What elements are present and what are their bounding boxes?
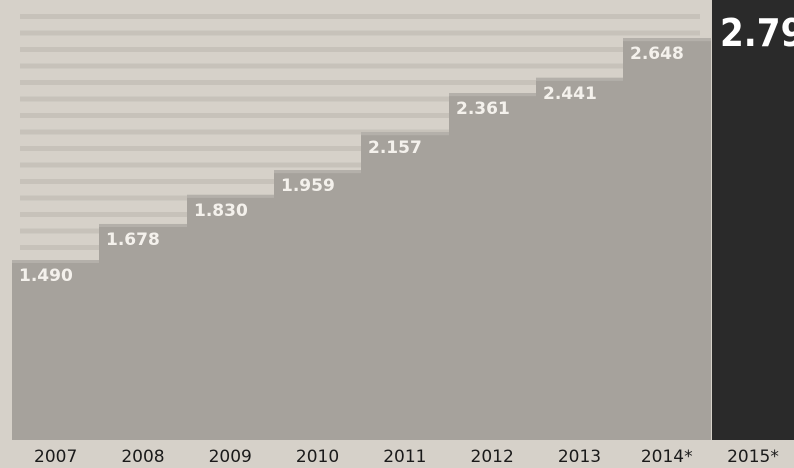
- value-label-2011: 2.157: [368, 138, 422, 158]
- value-labels-group: 1.490 1.678 1.830 1.959 2.157 2.361 2.441 2.648…: [19, 11, 794, 286]
- bar-2007: [12, 260, 100, 440]
- x-tick-2012: 2012: [471, 447, 514, 467]
- bar-top-edge: [99, 223, 188, 227]
- background-text-line: [20, 80, 700, 85]
- bar-top-edge: [12, 260, 100, 263]
- background-text-line: [20, 30, 700, 36]
- x-tick-2013: 2013: [558, 447, 601, 467]
- value-label-2008: 1.678: [106, 230, 160, 250]
- x-tick-2014: 2014*: [641, 447, 693, 467]
- x-axis-ticks-group: 2007 2008 2009 2010 2011 2012 2013 2014* 2015*: [34, 447, 779, 467]
- bar-2014: [623, 38, 711, 440]
- bar-2008: [99, 223, 188, 440]
- bar-2009: [187, 194, 275, 440]
- bar-top-edge: [449, 93, 537, 97]
- x-tick-2011: 2011: [383, 447, 426, 467]
- bar-2012: [449, 93, 537, 441]
- value-label-2007: 1.490: [19, 266, 73, 286]
- background-text-line: [20, 162, 700, 168]
- bar-top-edge: [536, 77, 624, 81]
- background-text-line: [20, 63, 700, 69]
- value-label-2013: 2.441: [543, 84, 597, 104]
- x-tick-2008: 2008: [121, 447, 164, 467]
- bar-2015: [712, 0, 794, 440]
- bar-2011: [361, 132, 450, 440]
- background-text-line: [20, 96, 700, 102]
- bars-group: [12, 0, 794, 441]
- value-label-2009: 1.830: [194, 201, 248, 221]
- background-text-line: [20, 113, 700, 118]
- background-text-line: [20, 14, 700, 19]
- x-tick-2009: 2009: [209, 447, 252, 467]
- bar-2010: [274, 170, 362, 440]
- value-label-2015: 2.795: [720, 11, 794, 55]
- x-tick-2010: 2010: [296, 447, 339, 467]
- x-tick-2007: 2007: [34, 447, 77, 467]
- bar-top-edge: [274, 170, 362, 174]
- bar-top-edge: [187, 194, 275, 198]
- background-text-line: [20, 47, 700, 52]
- value-label-2012: 2.361: [456, 99, 510, 119]
- background-text-line: [20, 146, 700, 151]
- bar-top-edge: [623, 38, 711, 42]
- bar-top-edge: [361, 132, 450, 136]
- x-tick-2015: 2015*: [727, 447, 779, 467]
- bar-2013: [536, 77, 624, 440]
- value-label-2014: 2.648: [630, 44, 684, 64]
- background-text-line: [20, 129, 700, 135]
- value-label-2010: 1.959: [281, 176, 335, 196]
